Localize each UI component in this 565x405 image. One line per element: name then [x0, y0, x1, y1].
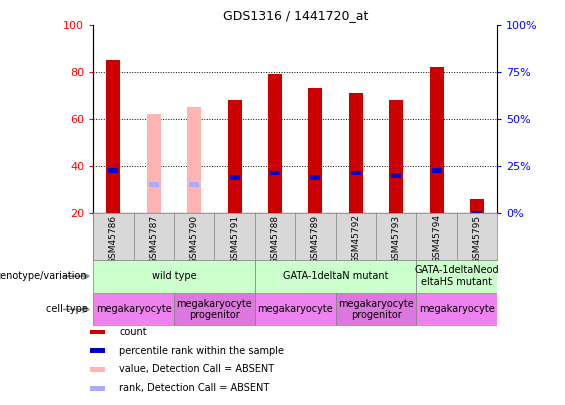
Bar [255, 260, 416, 293]
Text: percentile rank within the sample: percentile rank within the sample [119, 346, 284, 356]
Text: GATA-1deltaN mutant: GATA-1deltaN mutant [283, 271, 388, 281]
Text: rank, Detection Call = ABSENT: rank, Detection Call = ABSENT [119, 383, 270, 393]
Text: count: count [119, 327, 147, 337]
Title: GDS1316 / 1441720_at: GDS1316 / 1441720_at [223, 9, 368, 22]
Bar [147, 114, 161, 213]
Text: cell type: cell type [46, 305, 88, 314]
Text: GSM45786: GSM45786 [109, 214, 118, 264]
Text: genotype/variation: genotype/variation [0, 271, 88, 281]
Text: megakaryocyte
progenitor: megakaryocyte progenitor [176, 298, 253, 320]
Text: megakaryocyte: megakaryocyte [257, 305, 333, 314]
Bar [90, 348, 105, 353]
Bar [391, 173, 401, 178]
Bar [472, 211, 482, 215]
Text: GSM45792: GSM45792 [351, 214, 360, 263]
Bar [90, 330, 105, 335]
Bar [93, 260, 255, 293]
Bar [416, 293, 497, 326]
Bar [149, 182, 159, 187]
Bar [187, 107, 201, 213]
Text: GSM45793: GSM45793 [392, 214, 401, 264]
Bar [432, 168, 442, 173]
Bar [389, 100, 403, 213]
Bar [416, 260, 497, 293]
Text: megakaryocyte: megakaryocyte [95, 305, 172, 314]
Text: GSM45789: GSM45789 [311, 214, 320, 264]
Text: wild type: wild type [152, 271, 196, 281]
Bar [268, 74, 282, 213]
Text: GSM45795: GSM45795 [472, 214, 481, 264]
Bar [90, 367, 105, 372]
Bar [228, 100, 242, 213]
Bar [349, 93, 363, 213]
Bar [470, 199, 484, 213]
Text: megakaryocyte
progenitor: megakaryocyte progenitor [338, 298, 414, 320]
Bar [310, 175, 320, 180]
Bar [229, 175, 240, 180]
Bar [90, 386, 105, 391]
Text: GSM45788: GSM45788 [271, 214, 280, 264]
Bar [336, 293, 416, 326]
Text: GATA-1deltaNeod
eltaHS mutant: GATA-1deltaNeod eltaHS mutant [415, 265, 499, 287]
Bar [255, 293, 336, 326]
Text: GSM45790: GSM45790 [190, 214, 199, 264]
Text: GSM45794: GSM45794 [432, 214, 441, 263]
Bar [93, 293, 174, 326]
Bar [270, 171, 280, 175]
Bar [174, 293, 255, 326]
Bar [308, 88, 323, 213]
Bar [189, 182, 199, 187]
Text: value, Detection Call = ABSENT: value, Detection Call = ABSENT [119, 364, 275, 375]
Bar [351, 171, 361, 175]
Bar [106, 60, 120, 213]
Text: GSM45787: GSM45787 [149, 214, 158, 264]
Bar [108, 168, 119, 173]
Text: megakaryocyte: megakaryocyte [419, 305, 495, 314]
Bar [429, 67, 444, 213]
Text: GSM45791: GSM45791 [230, 214, 239, 264]
